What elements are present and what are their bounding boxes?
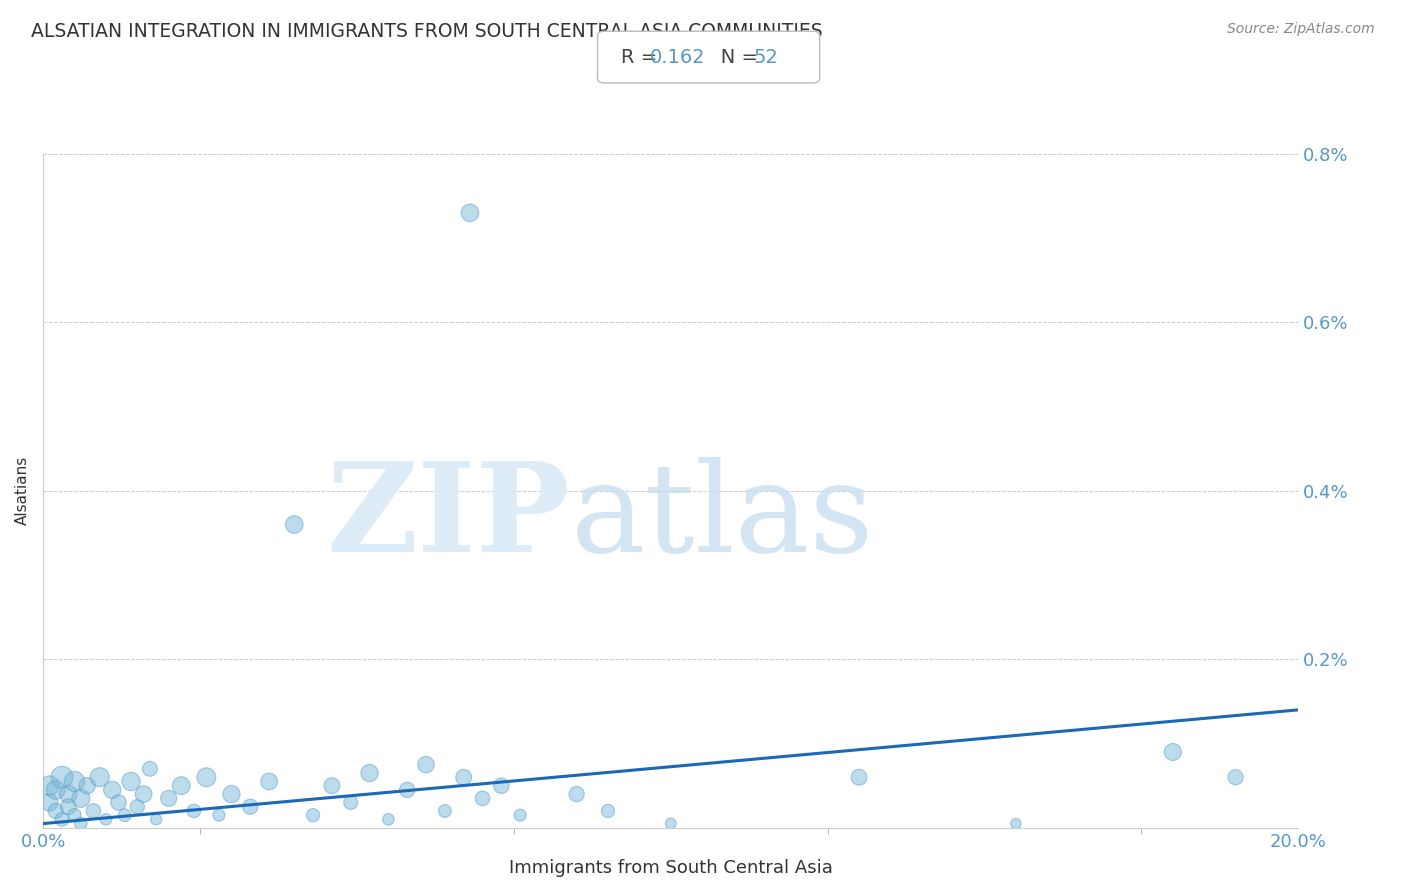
Text: Source: ZipAtlas.com: Source: ZipAtlas.com [1227, 22, 1375, 37]
Text: atlas: atlas [571, 458, 873, 578]
Point [848, 770, 870, 784]
Point [1005, 816, 1028, 830]
Point [415, 757, 437, 772]
Point [1161, 745, 1184, 759]
Point [321, 779, 343, 793]
Point [120, 774, 142, 789]
Text: ALSATIAN INTEGRATION IN IMMIGRANTS FROM SOUTH CENTRAL ASIA COMMUNITIES: ALSATIAN INTEGRATION IN IMMIGRANTS FROM … [31, 22, 823, 41]
Point [157, 791, 180, 805]
Point [82, 804, 104, 818]
Text: ZIP: ZIP [326, 458, 571, 578]
Point [283, 517, 305, 532]
Text: 0.162: 0.162 [650, 47, 706, 67]
Point [89, 770, 111, 784]
Point [139, 762, 162, 776]
Point [359, 766, 381, 780]
Point [51, 813, 73, 827]
Text: N =: N = [702, 47, 763, 67]
X-axis label: Immigrants from South Central Asia: Immigrants from South Central Asia [509, 859, 832, 877]
Point [257, 774, 280, 789]
Point [239, 799, 262, 814]
Point [58, 787, 80, 801]
Point [195, 770, 218, 784]
Point [127, 799, 149, 814]
Point [471, 791, 494, 805]
Point [132, 787, 155, 801]
Point [107, 796, 129, 810]
Point [101, 783, 124, 797]
Point [183, 804, 205, 818]
Point [45, 783, 67, 797]
Point [491, 779, 513, 793]
Point [51, 770, 73, 784]
Point [145, 813, 167, 827]
Point [659, 816, 682, 830]
Point [170, 779, 193, 793]
Text: R =: R = [621, 47, 664, 67]
Point [114, 808, 136, 822]
Point [63, 808, 86, 822]
Text: 52: 52 [754, 47, 779, 67]
Point [45, 804, 67, 818]
Point [221, 787, 243, 801]
Point [433, 804, 456, 818]
Point [377, 813, 399, 827]
Point [58, 799, 80, 814]
Point [94, 813, 117, 827]
Point [63, 774, 86, 789]
Point [302, 808, 325, 822]
Text: R =: R = [612, 48, 654, 68]
Point [453, 770, 475, 784]
Point [396, 783, 419, 797]
Point [70, 791, 93, 805]
Point [596, 804, 619, 818]
Point [38, 779, 60, 793]
Point [70, 816, 93, 830]
Point [509, 808, 531, 822]
Point [208, 808, 231, 822]
Point [38, 796, 60, 810]
Point [76, 779, 98, 793]
Point [458, 206, 481, 220]
Point [1225, 770, 1247, 784]
Y-axis label: Alsatians: Alsatians [15, 456, 30, 525]
Point [339, 796, 361, 810]
Point [565, 787, 588, 801]
